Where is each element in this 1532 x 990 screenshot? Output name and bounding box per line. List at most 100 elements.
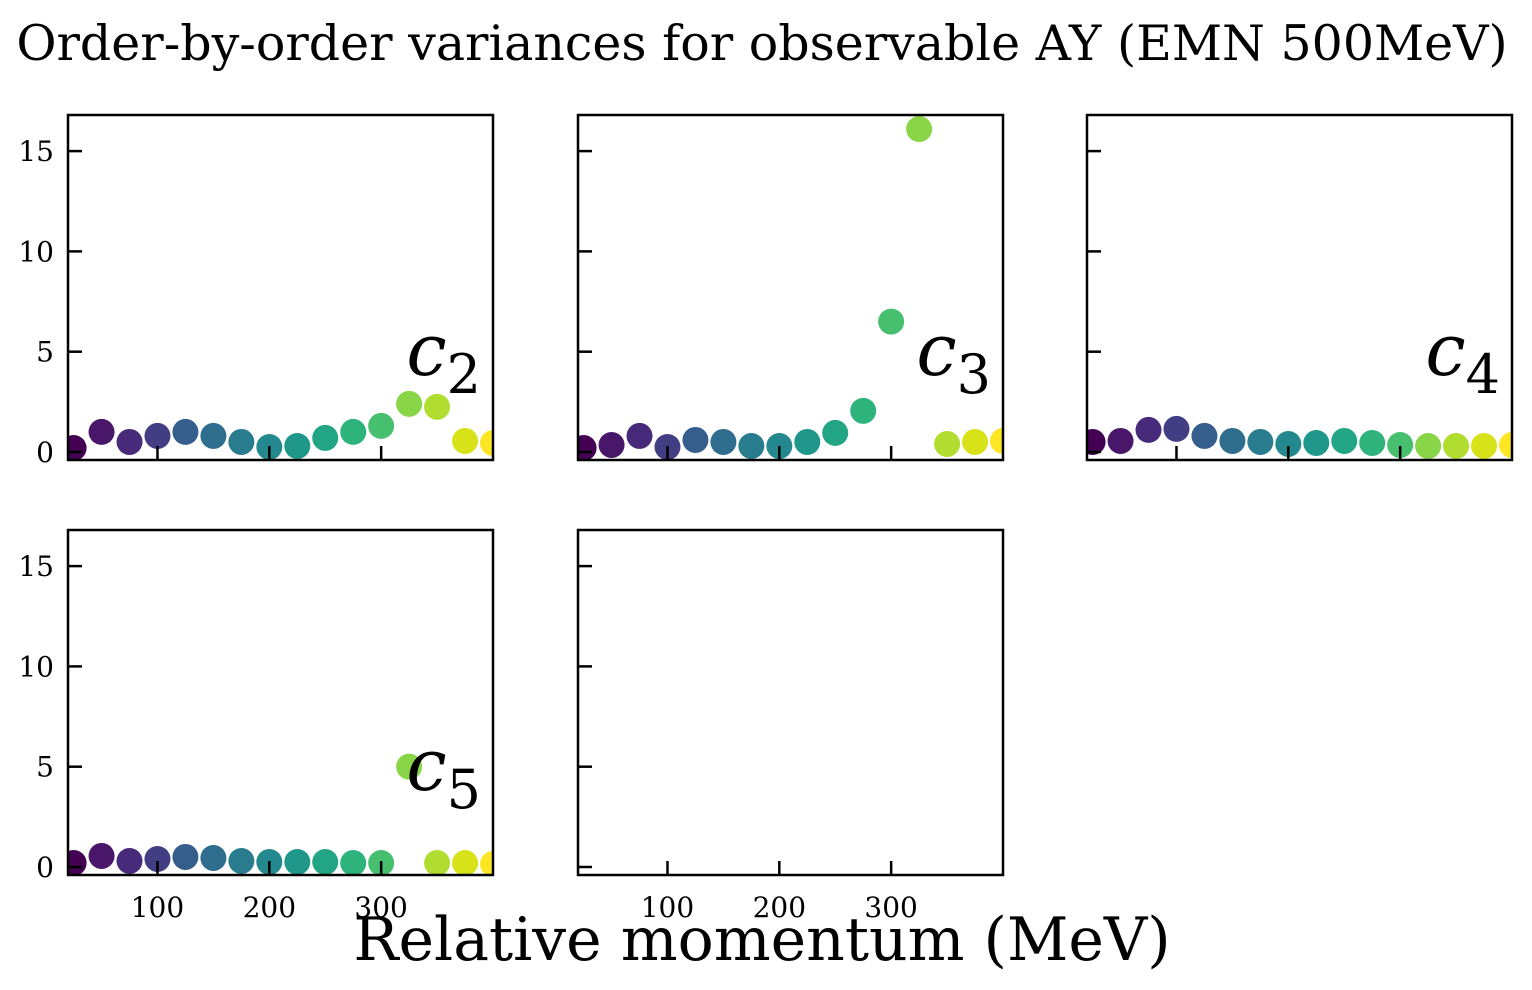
panel-2: c3 [576,113,1005,462]
data-point [1275,430,1302,457]
data-point [396,753,423,780]
panel-label-subscript: 5 [447,758,481,821]
data-point [144,845,171,872]
data-point [480,429,493,456]
data-point [1331,427,1358,454]
data-point [88,418,115,445]
data-point [1135,416,1162,443]
data-point [962,428,989,455]
panel-label-subscript: 3 [957,343,991,406]
data-point [1443,432,1470,459]
x-axis-label: Relative momentum (MeV) [353,905,1170,975]
x-tick-label: 100 [641,891,694,924]
y-tick-label: 5 [36,336,54,369]
data-points [68,753,493,875]
data-point [228,428,255,455]
data-point [766,432,793,459]
data-point [1087,428,1106,455]
data-point [172,843,199,870]
data-point [312,848,339,875]
data-point [1415,432,1442,459]
data-point [794,428,821,455]
data-point [228,847,255,874]
y-tick-label: 10 [18,650,54,683]
data-point [68,434,87,460]
data-point [682,426,709,453]
x-tick-label: 300 [354,891,407,924]
panel-label: c2 [406,308,481,406]
data-point [144,422,171,449]
panel-label-letter: c [916,308,956,392]
data-point [822,419,849,446]
data-point [1107,427,1134,454]
data-point [1219,427,1246,454]
data-point [172,418,199,445]
data-point [424,393,451,420]
data-point [934,430,961,457]
data-point [1359,429,1386,456]
data-point [452,427,479,454]
y-tick-label: 15 [18,135,54,168]
panel-label-letter: c [406,308,446,392]
data-point [68,849,87,875]
data-point [1303,429,1330,456]
data-point [452,849,479,875]
data-point [200,422,227,449]
axes-frame [576,528,1005,877]
x-tick-label: 300 [864,891,917,924]
data-point [1247,428,1274,455]
data-point [1163,415,1190,442]
panel-1: 0 5 10 15 c2 [18,113,495,469]
axes-frame [66,113,495,462]
x-tick-label: 200 [753,891,806,924]
y-tick-label: 0 [36,436,54,469]
y-tick-label: 0 [36,851,54,884]
x-tick-label: 200 [243,891,296,924]
data-point [284,848,311,875]
panel-label-subscript: 4 [1466,343,1500,406]
data-point [578,434,597,460]
data-point [88,842,115,869]
axes-frame [1085,113,1514,462]
data-point [626,422,653,449]
data-points [68,390,493,460]
data-point [990,427,1003,454]
data-point [598,431,625,458]
panel-label-letter: c [1425,308,1465,392]
data-point [424,849,451,875]
data-point [340,849,367,875]
data-point [200,844,227,871]
panel-3: c4 [1085,113,1514,462]
data-point [1191,422,1218,449]
data-point [116,847,143,874]
panel-5: 100 200 300 [576,528,1005,924]
data-point [368,412,395,439]
y-tick-label: 15 [18,550,54,583]
data-point [1499,431,1512,458]
data-point [1471,432,1498,459]
axes-frame [66,528,495,877]
data-point [312,424,339,451]
data-point [116,428,143,455]
data-point [396,390,423,417]
data-point [710,428,737,455]
y-tick-label: 5 [36,751,54,784]
data-point [340,418,367,445]
data-point [284,432,311,459]
panel-label-subscript: 2 [447,343,481,406]
y-tick-label: 10 [18,235,54,268]
data-point [1387,431,1414,458]
data-points [1087,415,1512,459]
chart-title: Order-by-order variances for observable … [16,15,1507,72]
data-point [878,308,905,335]
data-point [480,850,493,875]
axes-frame [576,113,1005,462]
data-points [578,116,1003,460]
data-point [850,397,877,424]
panel-label: c5 [406,723,481,821]
data-point [738,432,765,459]
panel-label: c4 [1425,308,1500,406]
